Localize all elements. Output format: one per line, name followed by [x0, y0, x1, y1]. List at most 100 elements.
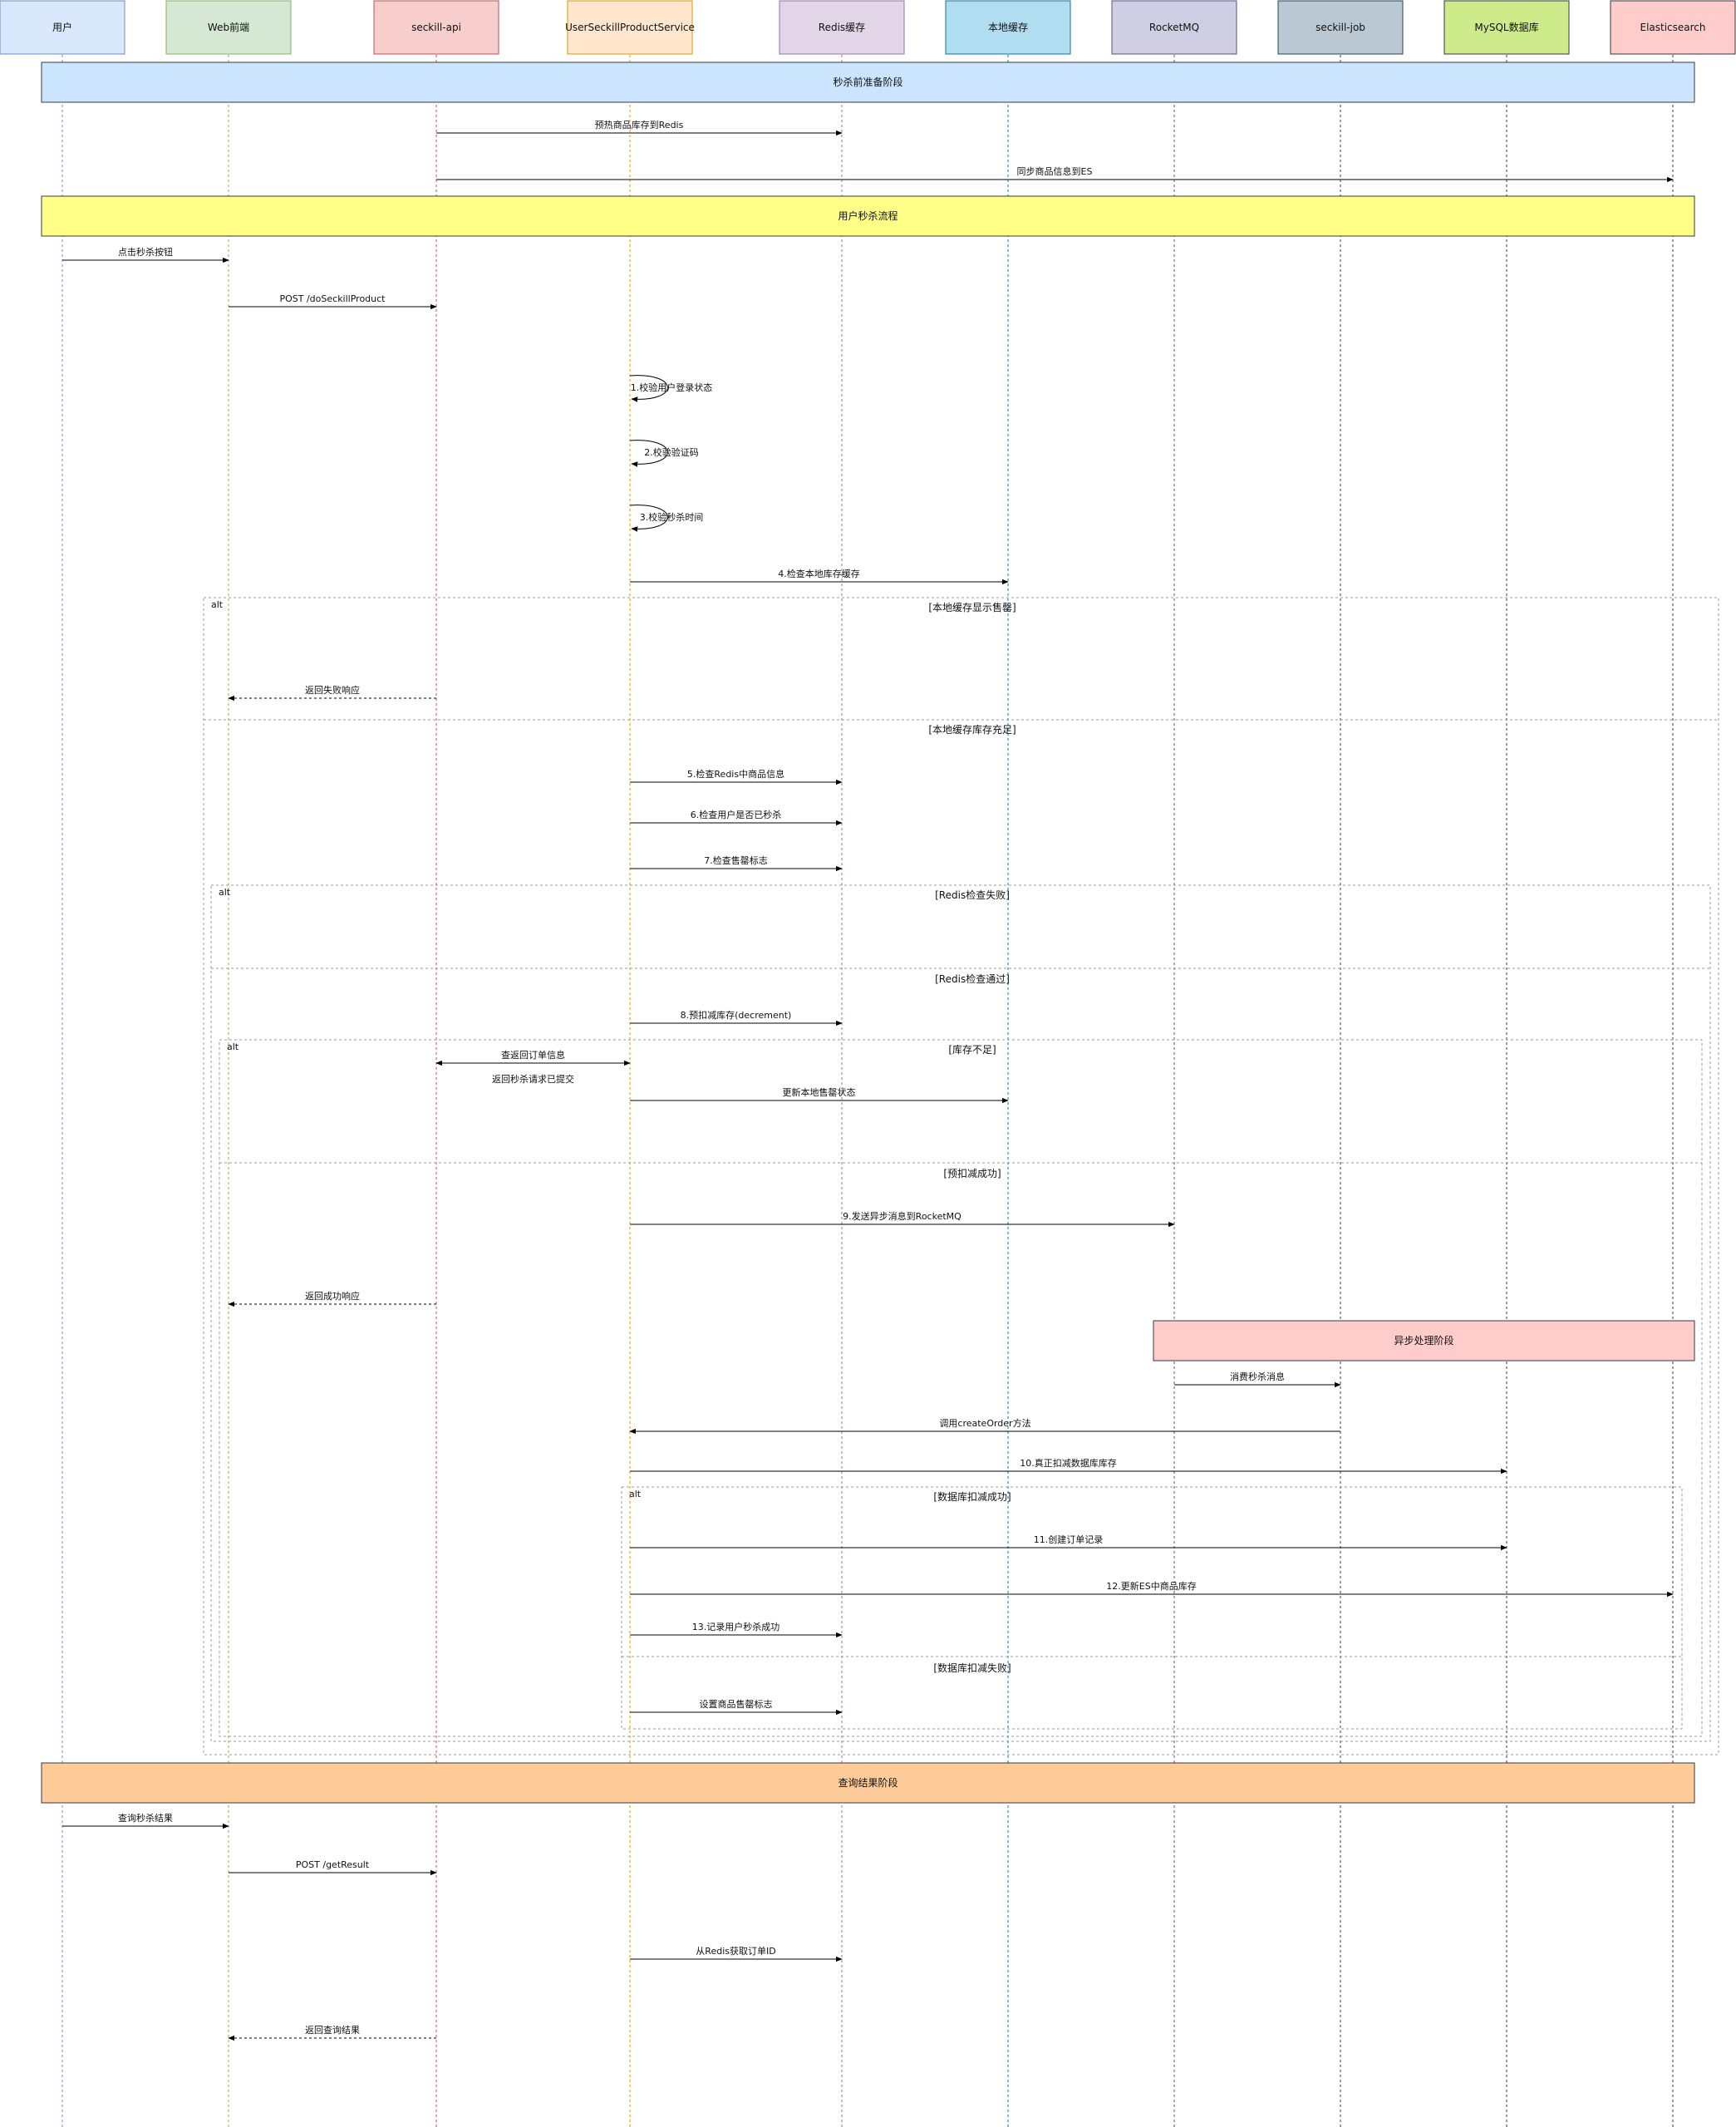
message-label: 更新本地售罄状态	[783, 1086, 856, 1098]
message-19: 调用createOrder方法	[629, 1417, 1340, 1435]
participant-local[interactable]: 本地缓存	[945, 0, 1071, 55]
message-label: 12.更新ES中商品库存	[1106, 1580, 1196, 1592]
frame-guard: [数据库扣减失败]	[933, 1662, 1011, 1674]
banner-box	[1153, 1320, 1695, 1361]
alt-frame-alt-db: alt [数据库扣减成功] [数据库扣减失败]	[621, 1486, 1683, 1730]
message-return-28: 返回查询结果	[228, 2024, 436, 2041]
phase-banner-flow: 用户秒杀流程	[41, 195, 1695, 237]
frame-tag: alt	[211, 599, 224, 610]
participant-label: Web前端	[208, 21, 249, 33]
message-27: 从Redis获取订单ID	[630, 1946, 843, 1962]
message-4: 1.校验用户登录状态	[629, 375, 713, 402]
message-label: 1.校验用户登录状态	[631, 382, 713, 393]
message-label: 设置商品售罄标志	[700, 1698, 773, 1710]
message-label: 5.检查Redis中商品信息	[687, 768, 784, 780]
alt-frame-alt-stock: alt [库存不足] [预扣减成功]	[219, 1039, 1703, 1737]
message-label: 返回成功响应	[305, 1290, 360, 1302]
participant-user[interactable]: 用户	[0, 0, 125, 55]
message-label: 查询秒杀结果	[118, 1812, 173, 1824]
message-16: 9.发送异步消息到RocketMQ	[630, 1210, 1175, 1228]
alt-frame-alt-redis: alt [Redis检查失败] [Redis检查通过]	[210, 884, 1711, 1742]
message-23: 13.记录用户秒杀成功	[630, 1621, 843, 1638]
message-label: 10.真正扣减数据库库存	[1020, 1457, 1117, 1469]
message-label: 11.创建订单记录	[1034, 1534, 1104, 1545]
message-6: 3.校验秒杀时间	[629, 505, 703, 532]
participant-box	[1610, 0, 1736, 55]
message-label: 从Redis获取订单ID	[696, 1946, 775, 1957]
message-label: 13.记录用户秒杀成功	[692, 1621, 780, 1632]
message-label: 同步商品信息到ES	[1017, 165, 1093, 177]
message-label: 9.发送异步消息到RocketMQ	[843, 1210, 961, 1222]
message-5: 2.校验验证码	[629, 440, 699, 467]
message-22: 12.更新ES中商品库存	[630, 1580, 1674, 1598]
frame-guard: [Redis检查通过]	[935, 972, 1010, 985]
message-13: 查返回订单信息	[435, 1049, 631, 1066]
participant-mysql[interactable]: MySQL数据库	[1443, 0, 1570, 55]
participant-label: MySQL数据库	[1474, 21, 1538, 33]
message-20: 10.真正扣减数据库库存	[630, 1457, 1507, 1475]
participant-box	[1277, 0, 1404, 55]
participant-label: 用户	[52, 21, 72, 33]
message-12: 8.预扣减库存(decrement)	[630, 1009, 843, 1027]
message-label: 点击秒杀按钮	[118, 246, 173, 258]
message-label: 返回失败响应	[305, 684, 360, 696]
frame-guard: [预扣减成功]	[943, 1168, 1001, 1179]
participant-es[interactable]: Elasticsearch	[1610, 0, 1736, 55]
participant-label: RocketMQ	[1149, 22, 1199, 33]
participant-box	[1111, 0, 1237, 55]
frame-tag: alt	[227, 1041, 239, 1052]
alt-frame-alt-local: alt [本地缓存显示售罄] [本地缓存库存充足]	[203, 597, 1719, 1755]
phase-banner-prep: 秒杀前准备阶段	[41, 62, 1695, 103]
participant-svc[interactable]: UserSeckillProductService	[565, 0, 695, 55]
message-label: 查返回订单信息	[501, 1049, 565, 1061]
message-label: 4.检查本地库存缓存	[778, 568, 860, 579]
message-24: 设置商品售罄标志	[630, 1698, 843, 1716]
banner-box	[41, 195, 1695, 237]
message-return-17: 返回成功响应	[228, 1290, 436, 1307]
banner-label: 秒杀前准备阶段	[833, 76, 902, 88]
banner-box	[41, 1762, 1695, 1804]
message-label: 消费秒杀消息	[1230, 1371, 1285, 1382]
message-3: POST /doSeckillProduct	[229, 293, 437, 310]
frame-tag: alt	[219, 887, 231, 898]
participant-api[interactable]: seckill-api	[373, 0, 499, 55]
message-label: 预热商品库存到Redis	[595, 119, 684, 130]
participant-label: UserSeckillProductService	[565, 22, 695, 33]
message-label: POST /doSeckillProduct	[279, 293, 386, 304]
participant-box	[373, 0, 499, 55]
frame-guard: [数据库扣减成功]	[933, 1490, 1011, 1503]
banner-label: 异步处理阶段	[1394, 1334, 1453, 1347]
message-26: POST /getResult	[229, 1859, 437, 1876]
message-7: 4.检查本地库存缓存	[630, 568, 1009, 585]
participant-box	[567, 0, 693, 55]
message-2: 点击秒杀按钮	[62, 246, 229, 263]
message-18: 消费秒杀消息	[1174, 1371, 1341, 1388]
self-arrow	[629, 375, 668, 402]
self-arrow	[629, 440, 668, 467]
participant-redis[interactable]: Redis缓存	[779, 0, 905, 55]
message-15: 更新本地售罄状态	[630, 1086, 1009, 1104]
frame-border	[210, 884, 1711, 1742]
message-11: 7.检查售罄标志	[630, 854, 843, 872]
participant-label: Redis缓存	[819, 22, 865, 33]
participant-label: seckill-job	[1316, 22, 1365, 33]
message-label: 6.检查用户是否已秒杀	[691, 809, 782, 820]
message-1: 同步商品信息到ES	[436, 165, 1674, 183]
frame-border	[621, 1486, 1683, 1730]
message-label: 8.预扣减库存(decrement)	[681, 1009, 792, 1021]
message-10: 6.检查用户是否已秒杀	[630, 809, 843, 826]
participant-mq[interactable]: RocketMQ	[1111, 0, 1237, 55]
phase-banner-query: 查询结果阶段	[41, 1762, 1695, 1804]
participant-box	[0, 0, 125, 55]
participant-job[interactable]: seckill-job	[1277, 0, 1404, 55]
participant-box	[165, 0, 292, 55]
message-label: 返回秒杀请求已提交	[492, 1073, 574, 1085]
frame-guard: [本地缓存库存充足]	[928, 723, 1016, 736]
banner-label: 查询结果阶段	[838, 1776, 898, 1789]
message-label: POST /getResult	[296, 1859, 370, 1870]
participant-box	[779, 0, 905, 55]
message-label: 返回查询结果	[305, 2024, 360, 2036]
message-return-8: 返回失败响应	[228, 684, 436, 702]
participant-web[interactable]: Web前端	[165, 0, 292, 55]
